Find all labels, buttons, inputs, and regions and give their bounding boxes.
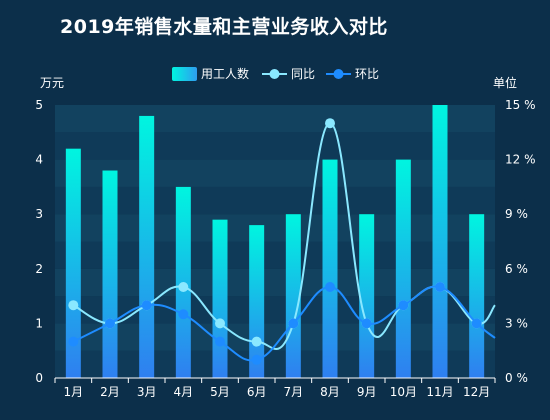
line-point [105,318,115,329]
line-point [178,309,189,320]
x-tick-label: 3月 [137,385,157,399]
x-tick-label: 4月 [174,385,194,399]
line-point [68,300,79,311]
line-point [361,318,372,329]
y-left-tick-label: 5 [35,98,43,112]
x-tick-label: 11月 [426,385,453,399]
line-point [251,336,262,347]
grid-band [55,268,495,297]
grid-band [55,241,495,269]
grid-band [55,214,495,242]
grid-band [55,350,495,378]
bar [285,214,301,378]
x-tick-label: 6月 [247,385,267,399]
grid-band [55,132,495,160]
line-series [68,118,496,365]
bar [65,148,81,378]
y-left-tick-label: 3 [35,207,43,221]
line-point [471,318,482,329]
line-point [288,318,299,329]
bar [139,115,155,379]
legend-label: 用工人数 [201,66,249,81]
y-right-tick-label: 15 % [505,98,536,112]
bar [432,105,448,378]
x-tick-label: 1月 [64,385,84,399]
line-point [325,282,335,292]
x-tick-label: 12月 [463,385,490,399]
line-point [215,318,225,329]
y-right-axis-title: 单位 [493,75,517,90]
grid-band [55,296,495,324]
line-point [251,354,262,365]
chart-title: 2019年销售水量和主营业务收入对比 [60,16,388,38]
bar [102,170,118,378]
axes: 1月 2月 3月 4月 5月 6月 7月 8月 9月 10月 11月 12月 0 1 2 3 4 5 0 % 3 % 6… [35,75,535,399]
x-tick-label: 2月 [100,385,120,399]
grid-band [55,105,495,133]
y-left-axis-title: 万元 [40,76,64,90]
y-left-tick-label: 0 [35,371,43,385]
x-tick-label: 8月 [320,385,340,399]
bar [359,214,375,378]
y-left-tick-label: 4 [35,153,43,167]
line-point [398,300,409,311]
legend-swatch-point [333,69,344,79]
line-point [215,336,225,347]
bar [395,159,411,378]
grid-bands [55,105,495,378]
line-point [68,336,79,347]
line-point [141,300,152,311]
x-tick-label: 7月 [284,385,304,399]
line-point [178,282,189,292]
x-tick-label: 10月 [390,385,417,399]
bar [469,214,485,378]
legend-swatch-point [269,69,280,79]
bar [322,159,338,378]
legend-label: 同比 [291,67,315,81]
y-right-tick-label: 9 % [505,207,528,221]
line-point [325,118,335,129]
x-tick-label: 5月 [210,385,230,399]
y-right-tick-label: 12 % [505,153,536,167]
y-right-tick-label: 0 % [505,371,528,385]
y-left-tick-label: 1 [35,316,43,330]
grid-band [55,186,495,215]
y-right-tick-label: 3 % [505,316,528,330]
grid-band [55,159,495,187]
line-point [435,282,445,292]
bar [212,219,228,378]
legend-swatch-bar [172,67,197,81]
y-left-tick-label: 2 [35,262,43,276]
legend: 用工人数 同比 环比 [172,66,379,81]
legend-label: 环比 [355,67,379,81]
x-tick-label: 9月 [357,385,377,399]
y-right-tick-label: 6 % [505,262,528,276]
